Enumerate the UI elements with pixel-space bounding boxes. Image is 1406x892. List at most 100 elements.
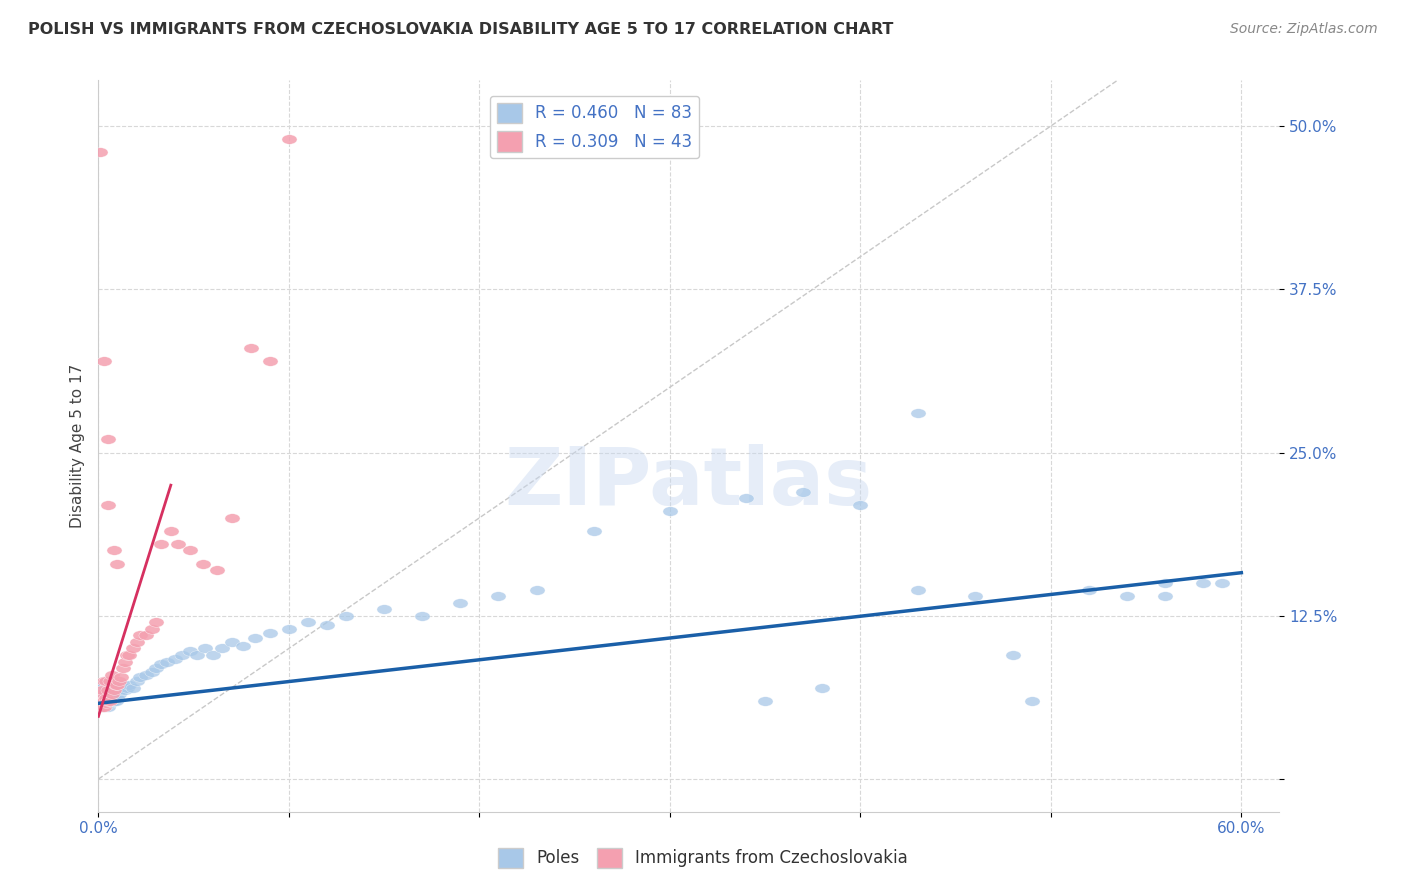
Point	[1001, 648, 1024, 662]
Point	[1078, 582, 1101, 597]
Point	[97, 433, 120, 447]
Point	[963, 589, 986, 603]
Point	[115, 648, 138, 662]
Point	[94, 691, 117, 706]
Point	[94, 683, 117, 698]
Point	[129, 670, 152, 684]
Point	[91, 694, 114, 708]
Point	[100, 681, 122, 695]
Point	[97, 678, 120, 692]
Point	[118, 648, 141, 662]
Point	[135, 628, 157, 642]
Point	[97, 498, 120, 512]
Point	[107, 678, 129, 692]
Point	[110, 670, 132, 684]
Point	[94, 696, 117, 710]
Point	[91, 678, 114, 692]
Point	[97, 683, 120, 698]
Point	[156, 655, 179, 669]
Point	[98, 674, 121, 689]
Point	[103, 683, 125, 698]
Point	[89, 687, 111, 701]
Point	[135, 667, 157, 681]
Point	[103, 687, 125, 701]
Point	[100, 694, 122, 708]
Point	[91, 700, 114, 714]
Point	[211, 641, 233, 656]
Point	[98, 694, 121, 708]
Point	[373, 602, 395, 616]
Point	[792, 484, 814, 499]
Point	[193, 557, 215, 571]
Y-axis label: Disability Age 5 to 17: Disability Age 5 to 17	[69, 364, 84, 528]
Point	[125, 674, 148, 689]
Point	[97, 694, 120, 708]
Point	[907, 582, 929, 597]
Point	[221, 635, 243, 649]
Point	[1154, 576, 1177, 591]
Point	[658, 504, 681, 518]
Point	[167, 537, 190, 551]
Point	[89, 694, 111, 708]
Point	[107, 557, 129, 571]
Point	[163, 652, 186, 666]
Point	[277, 132, 299, 146]
Point	[232, 639, 254, 653]
Point	[172, 648, 194, 662]
Point	[103, 694, 125, 708]
Text: ZIPatlas: ZIPatlas	[505, 443, 873, 522]
Point	[112, 678, 135, 692]
Point	[118, 678, 141, 692]
Point	[104, 687, 127, 701]
Point	[811, 681, 834, 695]
Point	[1211, 576, 1233, 591]
Point	[186, 648, 208, 662]
Point	[107, 683, 129, 698]
Point	[145, 615, 167, 630]
Point	[93, 674, 115, 689]
Point	[297, 615, 319, 630]
Point	[150, 537, 173, 551]
Point	[94, 674, 117, 689]
Point	[259, 354, 281, 368]
Point	[91, 700, 114, 714]
Point	[179, 543, 201, 558]
Point	[1192, 576, 1215, 591]
Point	[94, 674, 117, 689]
Point	[100, 687, 122, 701]
Point	[89, 687, 111, 701]
Point	[93, 683, 115, 698]
Point	[93, 700, 115, 714]
Point	[89, 694, 111, 708]
Point	[179, 644, 201, 658]
Point	[488, 589, 510, 603]
Point	[93, 354, 115, 368]
Point	[194, 641, 217, 656]
Point	[335, 608, 357, 623]
Point	[141, 622, 163, 636]
Point	[115, 681, 138, 695]
Point	[754, 694, 776, 708]
Point	[129, 628, 152, 642]
Point	[582, 524, 605, 538]
Point	[121, 681, 143, 695]
Point	[243, 631, 266, 645]
Point	[150, 657, 173, 672]
Point	[201, 648, 224, 662]
Point	[97, 683, 120, 698]
Point	[449, 596, 471, 610]
Point	[91, 683, 114, 698]
Point	[114, 655, 136, 669]
Point	[1021, 694, 1043, 708]
Point	[98, 696, 121, 710]
Point	[89, 700, 111, 714]
Point	[107, 691, 129, 706]
Point	[89, 145, 111, 160]
Point	[259, 625, 281, 640]
Point	[110, 683, 132, 698]
Point	[1116, 589, 1139, 603]
Point	[221, 511, 243, 525]
Point	[91, 683, 114, 698]
Point	[94, 691, 117, 706]
Point	[98, 687, 121, 701]
